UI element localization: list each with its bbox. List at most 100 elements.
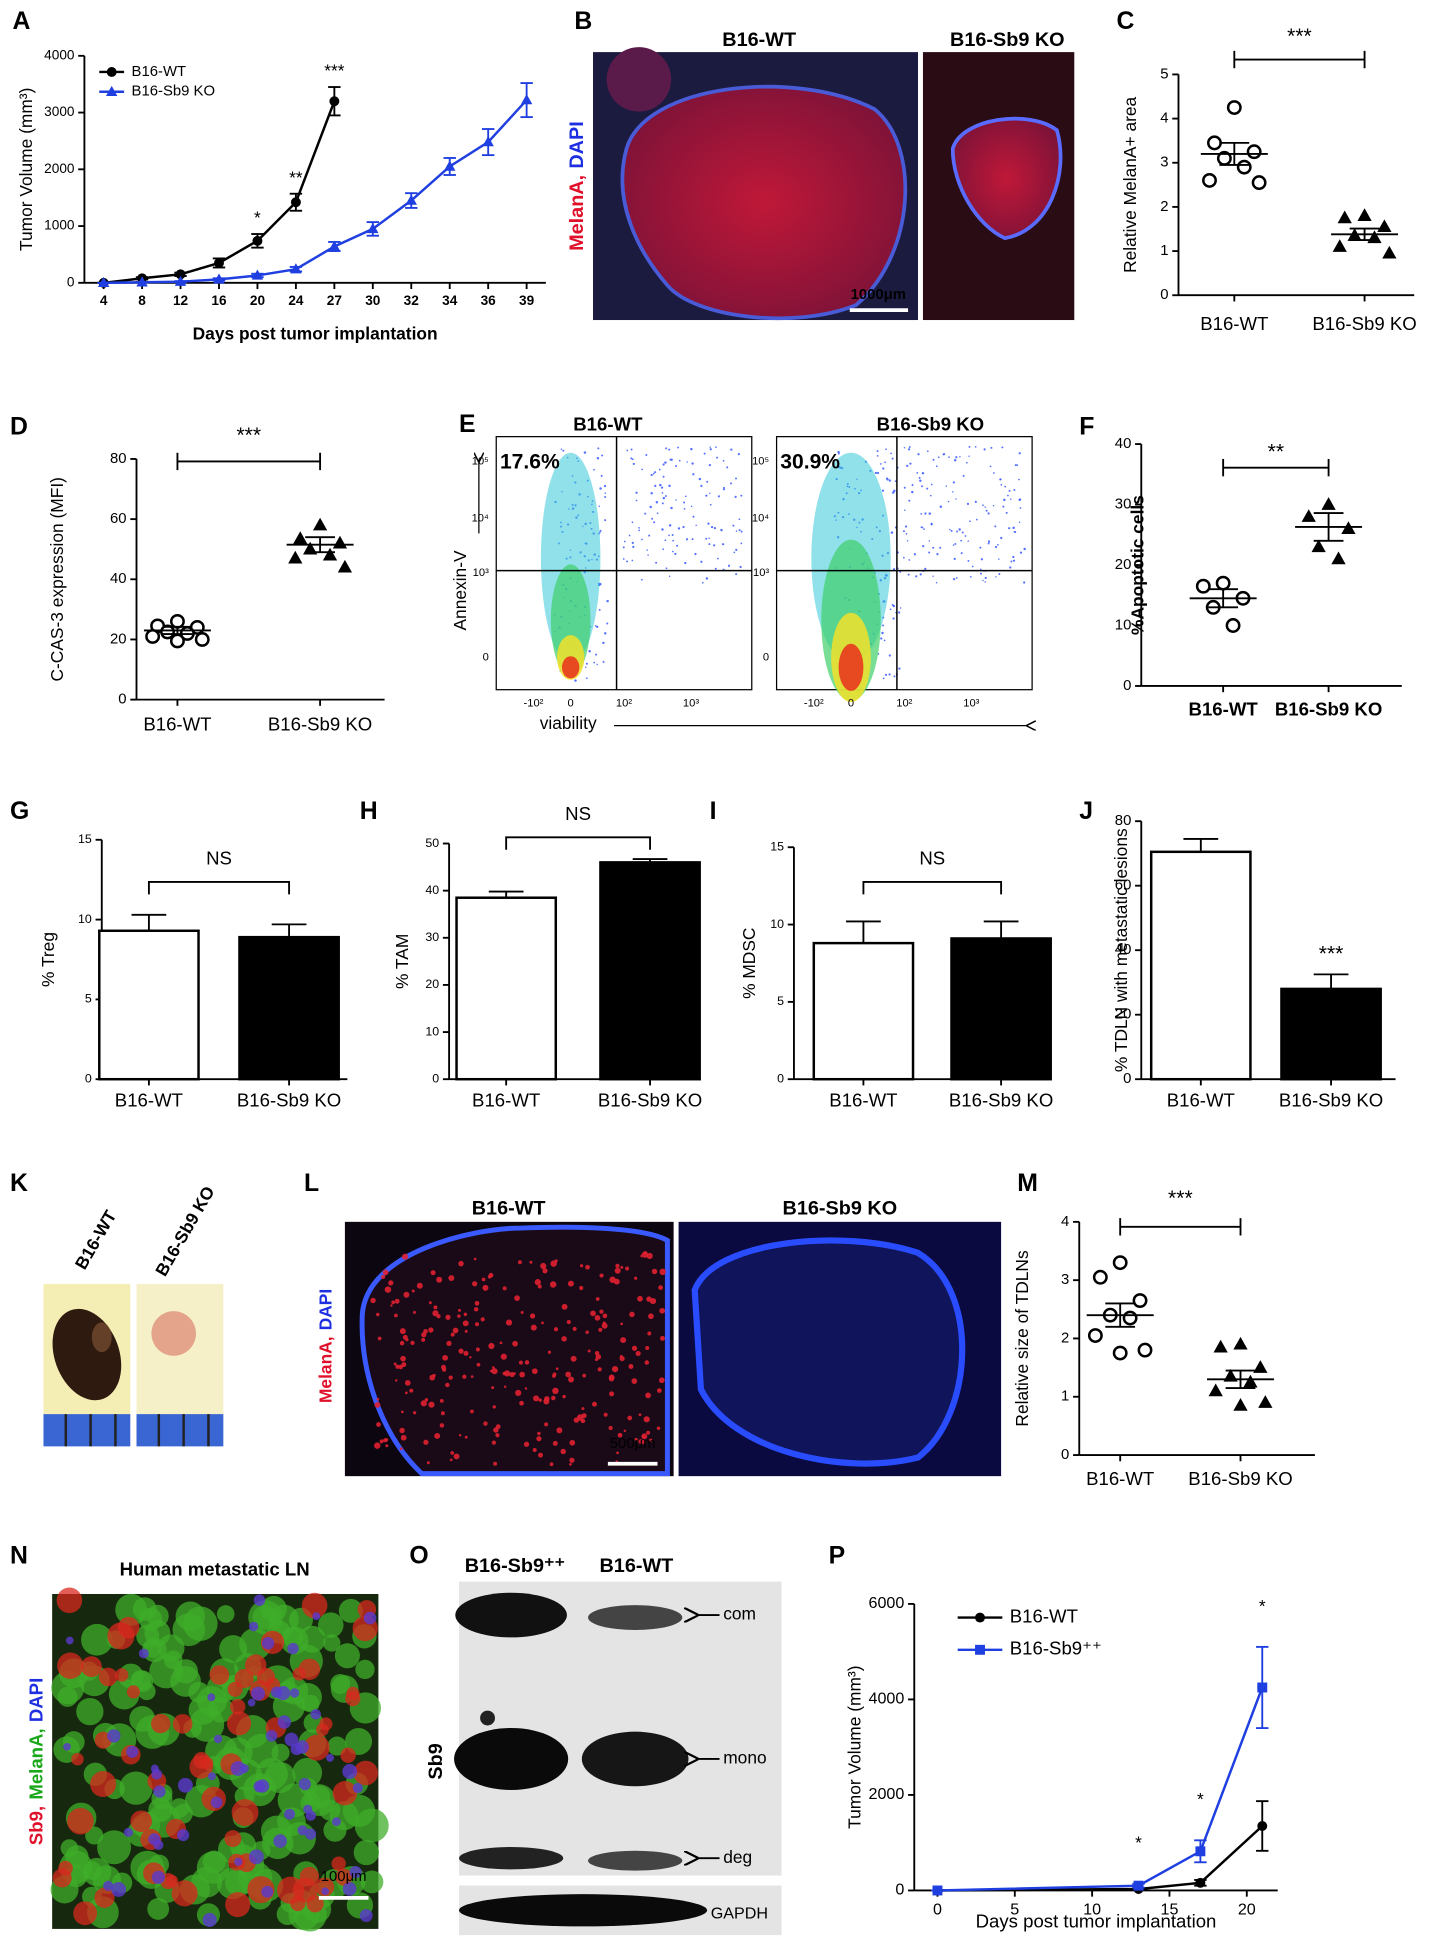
texture <box>503 1370 511 1377</box>
texture <box>173 1659 199 1684</box>
texture <box>552 1440 558 1446</box>
texture <box>958 528 961 531</box>
texture <box>665 567 668 570</box>
texture <box>400 1434 407 1441</box>
marker <box>213 273 225 284</box>
texture <box>656 512 659 515</box>
texture <box>316 1723 329 1737</box>
texture <box>76 1697 104 1726</box>
texture <box>569 1439 576 1446</box>
texture <box>703 452 706 455</box>
texture <box>960 539 963 542</box>
texture <box>599 529 602 532</box>
texture <box>439 1423 445 1428</box>
texture <box>442 1367 447 1372</box>
x-tick-label: B16-WT <box>1167 1089 1235 1110</box>
texture <box>661 491 664 494</box>
texture <box>599 487 602 490</box>
x-tick-label: 5 <box>1010 1901 1019 1919</box>
texture <box>399 1328 406 1335</box>
texture <box>638 526 640 529</box>
texture <box>464 1329 468 1333</box>
marker <box>329 96 340 107</box>
marker <box>337 559 353 573</box>
texture <box>515 1389 522 1397</box>
x-tick-label: 27 <box>327 293 342 308</box>
texture <box>595 1297 600 1301</box>
texture <box>439 1398 444 1403</box>
texture <box>261 1885 274 1898</box>
texture <box>532 1447 537 1452</box>
texture <box>542 1268 548 1274</box>
texture <box>403 1291 410 1298</box>
texture <box>394 1298 400 1304</box>
texture <box>995 576 997 578</box>
marker <box>194 632 210 647</box>
texture <box>698 477 702 481</box>
legend-marker <box>975 1644 985 1655</box>
texture <box>726 466 729 469</box>
texture <box>657 1388 662 1393</box>
texture <box>303 1734 330 1761</box>
texture <box>379 1439 384 1444</box>
bar <box>950 937 1052 1081</box>
texture <box>426 1461 430 1465</box>
texture <box>543 1398 550 1405</box>
stain-word: Sb9, <box>25 1806 46 1845</box>
texture <box>287 1642 299 1655</box>
legend-marker <box>106 66 117 77</box>
texture <box>740 494 743 497</box>
texture <box>519 1371 526 1378</box>
texture <box>656 1426 661 1430</box>
texture <box>384 1286 392 1293</box>
texture <box>648 1313 654 1320</box>
texture <box>472 1281 478 1287</box>
texture <box>619 1355 625 1362</box>
marker <box>293 531 308 544</box>
texture <box>684 495 687 498</box>
texture <box>606 599 609 603</box>
y-axis-label: Relative MelanA+ area <box>1120 96 1140 272</box>
texture <box>979 546 982 549</box>
texture <box>452 1327 459 1334</box>
panel-letter: A <box>12 8 30 35</box>
label: 10⁵ <box>472 455 489 467</box>
texture <box>230 1699 246 1715</box>
texture <box>628 534 631 537</box>
texture <box>647 554 649 556</box>
y-tick-label: 4 <box>1061 1214 1069 1230</box>
texture <box>924 567 927 570</box>
texture <box>740 542 743 545</box>
texture <box>404 1380 411 1386</box>
label: GAPDH <box>711 1904 768 1922</box>
texture <box>503 1385 507 1388</box>
stain-word: DAPI <box>315 1289 335 1330</box>
texture <box>694 552 697 556</box>
y-tick-label: 10 <box>425 1024 439 1038</box>
texture <box>709 503 712 506</box>
label: B16-WT <box>600 1555 674 1577</box>
texture <box>622 546 625 549</box>
y-tick-label: 4000 <box>869 1690 905 1708</box>
label: 17.6% <box>500 450 560 473</box>
texture <box>1018 478 1020 481</box>
texture <box>645 1392 651 1399</box>
texture <box>734 495 737 499</box>
stain-word: MelanA, <box>315 1336 335 1403</box>
label: 10² <box>896 697 912 709</box>
panel-letter: M <box>1017 1170 1038 1197</box>
texture <box>701 581 704 584</box>
y-axis-label: Tumor Volume (mm³) <box>16 88 36 251</box>
texture <box>631 541 634 544</box>
label: 1000μm <box>851 287 906 303</box>
texture <box>488 1342 495 1350</box>
texture <box>659 1335 665 1341</box>
texture <box>534 1279 541 1286</box>
texture <box>837 452 840 455</box>
y-tick-label: 80 <box>110 451 127 467</box>
texture <box>969 575 972 578</box>
label: 10⁴ <box>472 512 489 524</box>
texture <box>919 573 922 576</box>
texture <box>987 512 990 515</box>
texture <box>549 1462 554 1467</box>
